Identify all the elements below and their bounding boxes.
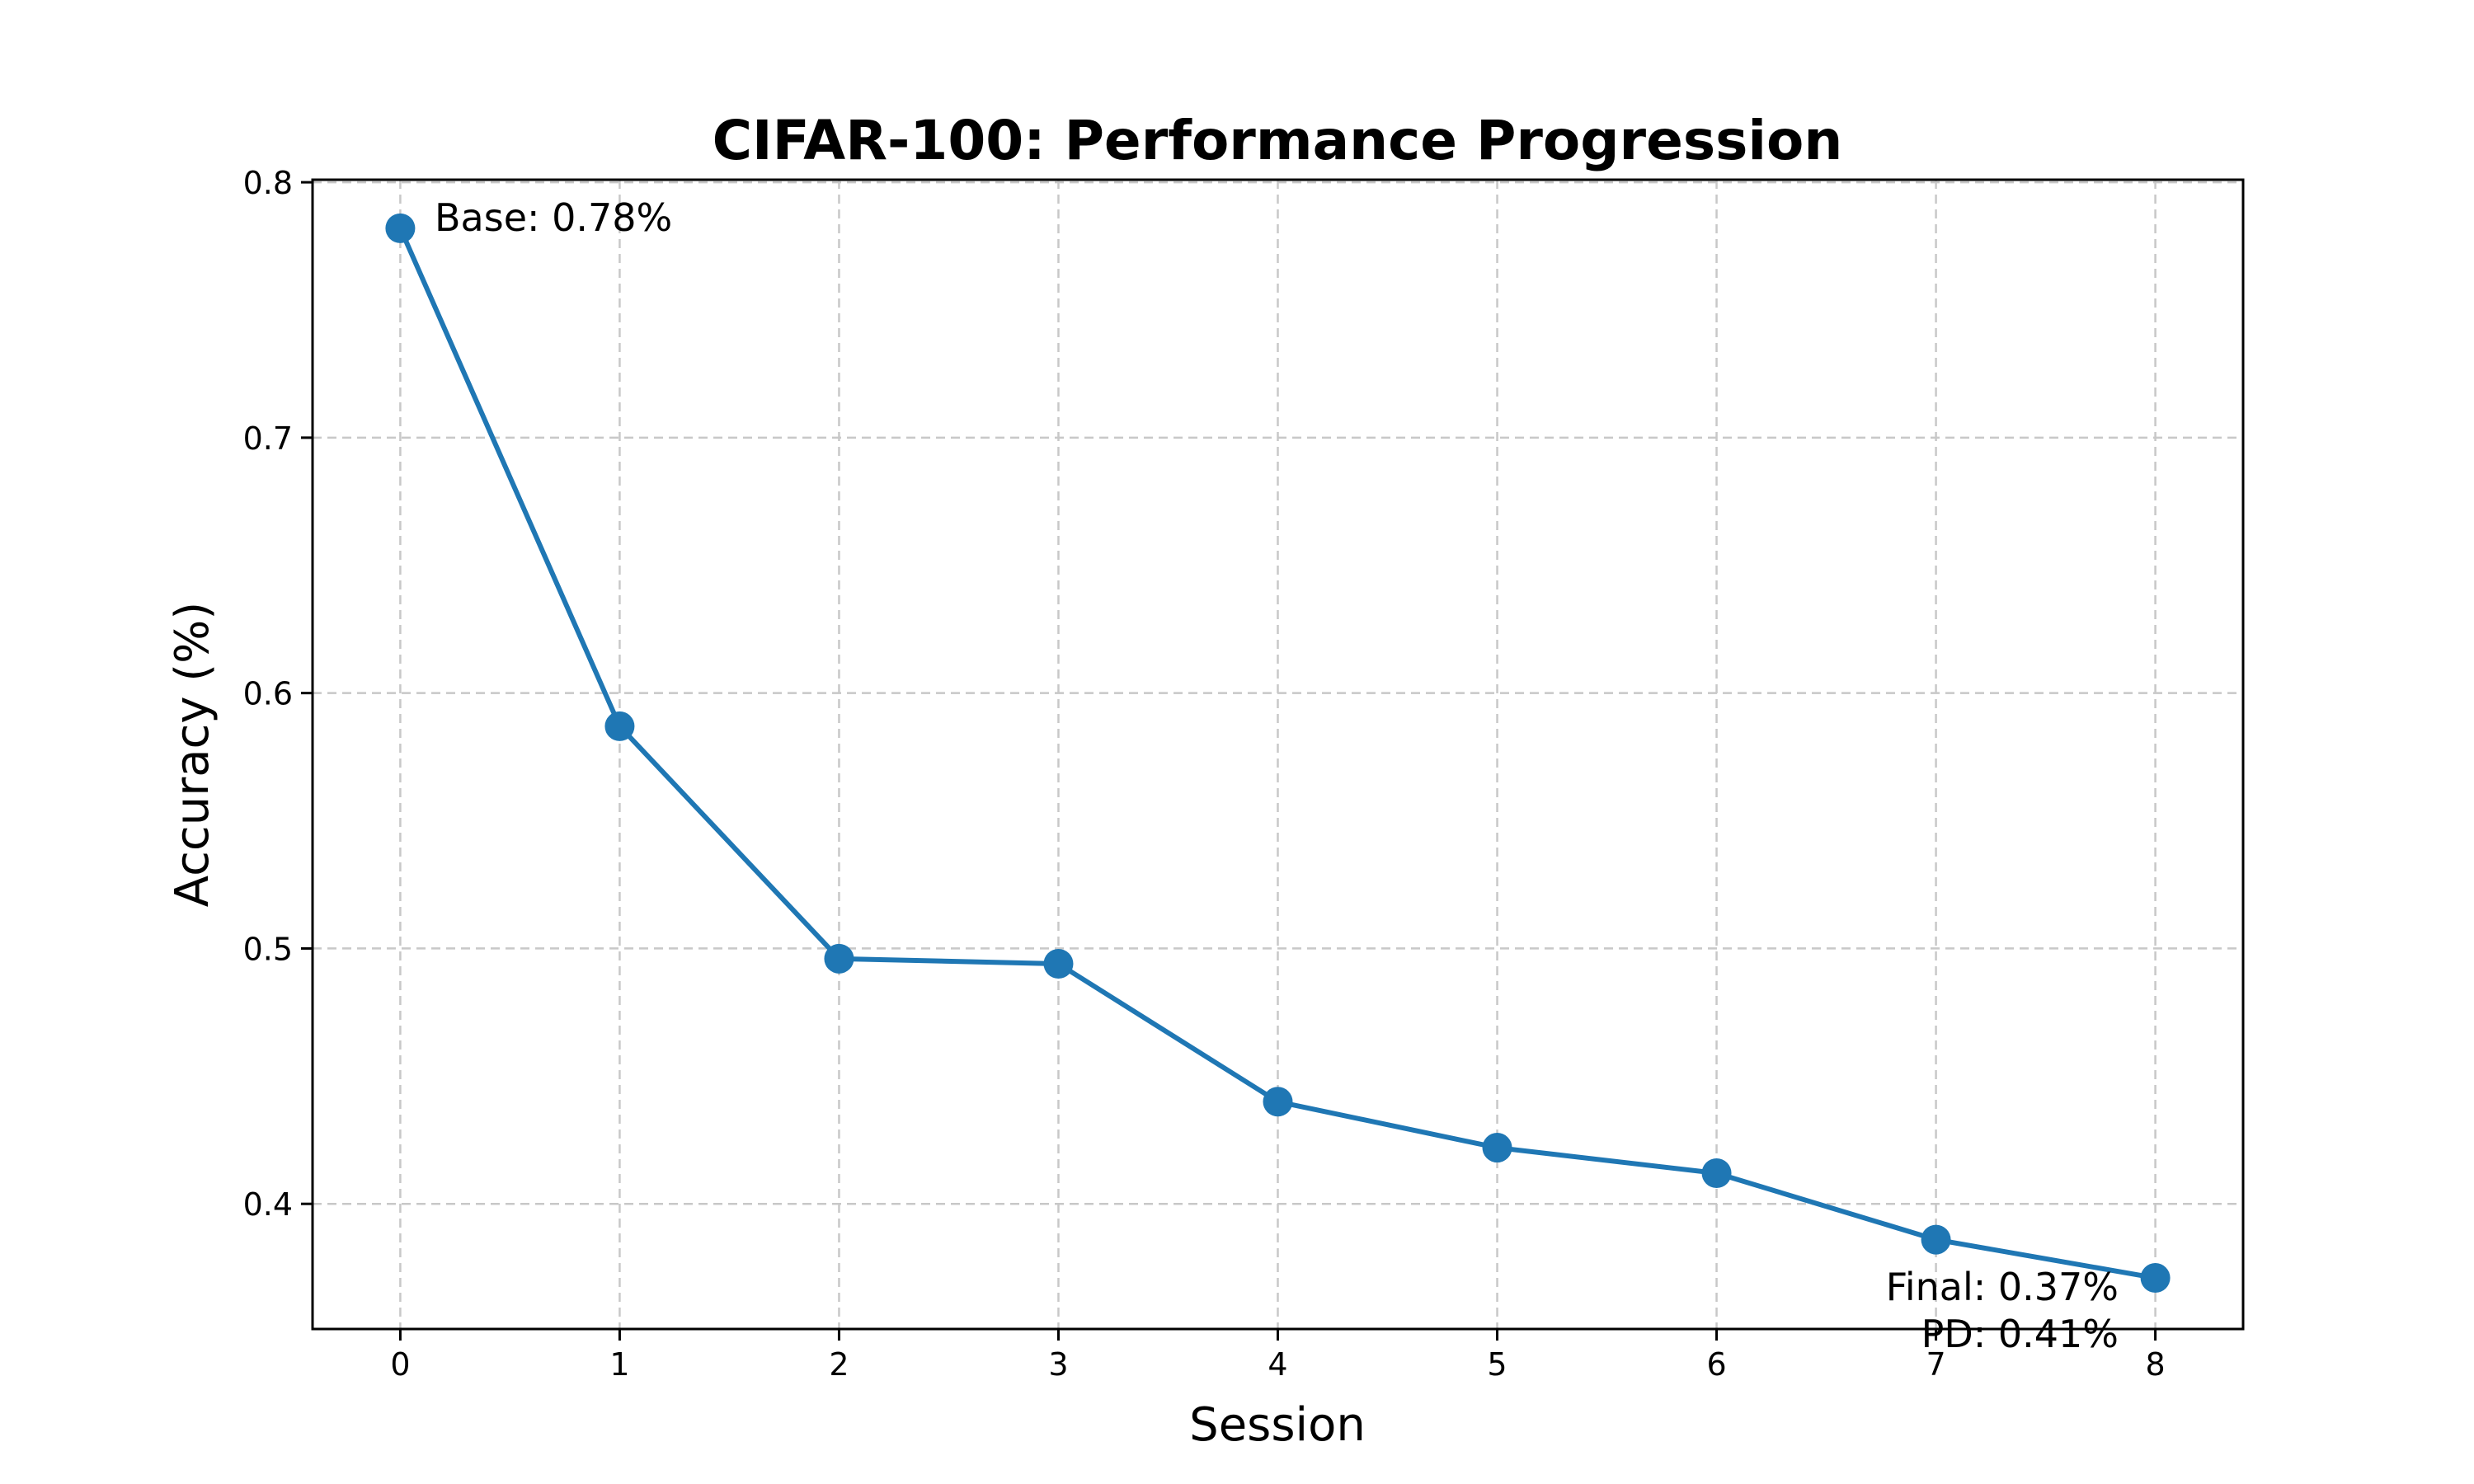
x-tick-label-8: 8 [2145, 1346, 2165, 1383]
data-point-0 [385, 213, 416, 243]
y-tick-label-1: 0.5 [243, 931, 293, 967]
x-tick-label-3: 3 [1048, 1346, 1068, 1383]
y-tick-label-0: 0.4 [243, 1186, 293, 1223]
data-point-7 [1921, 1224, 1951, 1255]
x-tick-label-4: 4 [1268, 1346, 1287, 1383]
x-tick-label-0: 0 [390, 1346, 410, 1383]
x-tick-label-2: 2 [829, 1346, 849, 1383]
annotation-final: Final: 0.37% [1886, 1265, 2119, 1309]
x-axis-label: Session [1189, 1398, 1366, 1452]
y-tick-label-4: 0.8 [243, 165, 293, 201]
y-tick-label-2: 0.6 [243, 676, 293, 712]
x-tick-labels: 0 1 2 3 4 5 6 7 8 [390, 1346, 2165, 1383]
annotation-base: Base: 0.78% [435, 195, 672, 240]
data-point-1 [604, 711, 635, 741]
x-tick-label-7: 7 [1926, 1346, 1945, 1383]
data-point-5 [1482, 1133, 1512, 1163]
y-tick-label-3: 0.7 [243, 420, 293, 457]
x-tick-label-5: 5 [1487, 1346, 1507, 1383]
data-point-4 [1263, 1087, 1293, 1117]
data-point-3 [1043, 949, 1074, 979]
data-point-2 [824, 943, 854, 974]
data-point-8 [2140, 1263, 2171, 1294]
chart-title: CIFAR-100: Performance Progression [713, 109, 1843, 172]
series-layer [385, 213, 2171, 1294]
y-axis-label: Accuracy (%) [166, 602, 219, 907]
grid-lines [313, 180, 2243, 1329]
x-tick-label-6: 6 [1706, 1346, 1726, 1383]
axis-ticks [301, 181, 2157, 1341]
plot-frame [311, 178, 2245, 1331]
data-point-6 [1701, 1158, 1732, 1189]
annotation-pd: PD: 0.41% [1921, 1312, 2119, 1356]
x-tick-label-1: 1 [609, 1346, 629, 1383]
y-tick-labels: 0.4 0.5 0.6 0.7 0.8 [243, 165, 293, 1223]
